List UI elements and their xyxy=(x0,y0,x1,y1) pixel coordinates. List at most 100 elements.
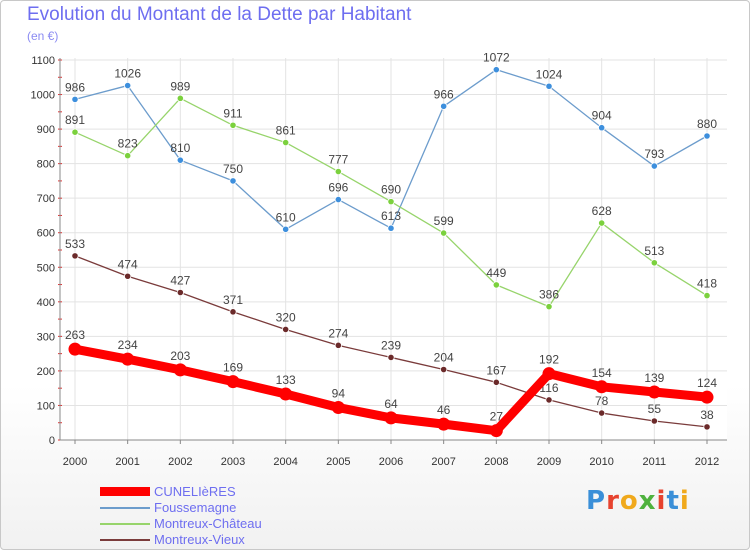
data-point-montreux-vieux xyxy=(334,341,342,349)
data-point-cuneli-res xyxy=(595,380,609,394)
data-label-foussemagne: 880 xyxy=(697,117,717,131)
data-label-montreux-ch-teau: 861 xyxy=(276,124,296,138)
legend-swatch-montreux-vieux xyxy=(100,539,150,541)
y-tick-label: 200 xyxy=(37,366,55,378)
y-tick-label: 500 xyxy=(37,262,55,274)
data-label-montreux-ch-teau: 418 xyxy=(697,277,717,291)
data-point-montreux-ch-teau xyxy=(71,128,79,136)
chart-title: Evolution du Montant de la Dette par Hab… xyxy=(27,4,412,25)
x-tick-label: 2004 xyxy=(273,456,297,468)
data-point-cuneli-res xyxy=(647,385,661,399)
data-label-cuneli-res: 124 xyxy=(697,376,717,390)
data-point-montreux-ch-teau xyxy=(176,94,184,102)
data-label-montreux-vieux: 427 xyxy=(170,273,190,287)
data-point-montreux-vieux xyxy=(440,365,448,374)
plot-area xyxy=(60,58,727,440)
data-label-cuneli-res: 94 xyxy=(332,387,346,401)
data-label-foussemagne: 810 xyxy=(170,141,190,155)
data-point-cuneli-res xyxy=(226,375,240,389)
x-tick-label: 2005 xyxy=(326,456,350,468)
data-label-foussemagne: 904 xyxy=(592,109,612,123)
data-point-cuneli-res xyxy=(437,417,451,431)
data-point-foussemagne xyxy=(71,95,79,103)
data-point-cuneli-res xyxy=(331,401,345,415)
data-label-foussemagne: 610 xyxy=(276,210,296,224)
data-point-cuneli-res xyxy=(542,367,556,381)
data-label-montreux-ch-teau: 911 xyxy=(223,106,242,120)
data-label-montreux-vieux: 533 xyxy=(65,237,85,251)
data-label-cuneli-res: 263 xyxy=(65,328,85,342)
legend-label-montreux-vieux: Montreux-Vieux xyxy=(154,532,245,547)
data-label-foussemagne: 750 xyxy=(223,162,243,176)
logo-letter: i xyxy=(679,486,690,516)
data-label-cuneli-res: 192 xyxy=(539,353,559,367)
data-point-montreux-vieux xyxy=(650,417,658,425)
data-point-cuneli-res xyxy=(68,342,82,356)
data-label-montreux-ch-teau: 823 xyxy=(118,137,138,151)
data-point-cuneli-res xyxy=(173,363,187,377)
data-label-foussemagne: 986 xyxy=(65,80,85,94)
data-label-foussemagne: 1072 xyxy=(483,51,510,65)
data-point-montreux-ch-teau xyxy=(229,121,237,129)
x-tick-label: 2012 xyxy=(695,456,719,468)
data-point-montreux-vieux xyxy=(598,409,606,417)
logo-letter: x xyxy=(638,486,657,516)
logo-letter: P xyxy=(586,486,607,516)
x-tick-label: 2010 xyxy=(589,456,613,468)
legend-swatch-cunelieres xyxy=(100,487,150,496)
data-point-foussemagne xyxy=(334,195,342,204)
legend-label-foussemagne: Foussemagne xyxy=(154,500,237,515)
x-tick-label: 2000 xyxy=(63,456,87,468)
data-point-foussemagne xyxy=(598,124,606,132)
data-point-foussemagne xyxy=(440,102,448,110)
logo-letter: r xyxy=(606,486,620,516)
y-tick-label: 1100 xyxy=(31,55,55,67)
data-label-montreux-ch-teau: 513 xyxy=(644,244,664,258)
data-point-foussemagne xyxy=(229,177,237,185)
data-label-cuneli-res: 46 xyxy=(437,403,451,417)
y-tick-label: 600 xyxy=(37,228,55,240)
data-label-montreux-vieux: 474 xyxy=(118,257,138,271)
data-label-cuneli-res: 133 xyxy=(276,373,296,387)
logo-letter: o xyxy=(619,486,639,516)
data-label-montreux-ch-teau: 449 xyxy=(486,266,506,280)
data-label-montreux-vieux: 204 xyxy=(434,351,454,365)
data-point-montreux-vieux xyxy=(387,353,395,362)
data-point-foussemagne xyxy=(387,224,395,232)
legend-swatch-foussemagne xyxy=(100,507,150,509)
data-label-cuneli-res: 169 xyxy=(223,361,243,375)
x-tick-label: 2011 xyxy=(643,456,667,468)
legend-label-montreux-chateau: Montreux-Château xyxy=(154,516,262,531)
x-tick-label: 2006 xyxy=(379,456,403,468)
data-point-foussemagne xyxy=(176,156,184,164)
data-label-cuneli-res: 64 xyxy=(384,397,398,411)
y-tick-label: 700 xyxy=(37,193,55,205)
data-point-montreux-ch-teau xyxy=(703,291,711,300)
data-point-montreux-vieux xyxy=(229,308,237,316)
data-label-foussemagne: 1024 xyxy=(536,67,563,81)
data-point-montreux-ch-teau xyxy=(387,198,395,206)
data-label-cuneli-res: 27 xyxy=(490,410,504,424)
x-tick-label: 2008 xyxy=(484,456,508,468)
data-label-cuneli-res: 234 xyxy=(118,338,138,352)
data-point-montreux-vieux xyxy=(176,288,184,297)
data-point-foussemagne xyxy=(650,162,658,170)
y-tick-label: 900 xyxy=(37,124,55,136)
data-point-cuneli-res xyxy=(489,424,503,438)
data-point-foussemagne xyxy=(492,66,500,74)
data-label-montreux-ch-teau: 891 xyxy=(65,113,85,127)
y-tick-label: 300 xyxy=(37,331,55,343)
data-label-montreux-ch-teau: 989 xyxy=(170,79,190,93)
data-point-montreux-ch-teau xyxy=(650,259,658,267)
data-label-montreux-ch-teau: 628 xyxy=(592,204,612,218)
proxiti-logo: Proxiti xyxy=(586,486,690,516)
data-label-montreux-vieux: 38 xyxy=(700,408,714,422)
data-point-foussemagne xyxy=(703,132,711,140)
data-point-montreux-ch-teau xyxy=(334,167,342,176)
data-point-montreux-vieux xyxy=(282,325,290,334)
x-tick-label: 2007 xyxy=(431,456,455,468)
data-label-foussemagne: 1026 xyxy=(114,67,141,81)
data-label-montreux-vieux: 320 xyxy=(276,310,296,324)
data-label-foussemagne: 966 xyxy=(434,87,454,101)
data-point-montreux-ch-teau xyxy=(545,303,553,311)
